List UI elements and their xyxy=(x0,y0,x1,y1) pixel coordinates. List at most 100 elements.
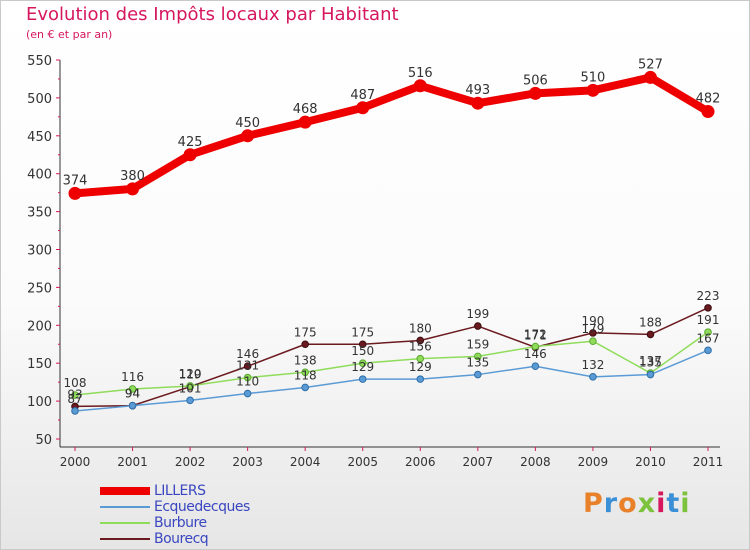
data-label-burbure: 150 xyxy=(351,344,374,358)
data-label-lillers: 425 xyxy=(178,135,203,150)
data-label-bourecq: 171 xyxy=(524,328,547,342)
data-label-lillers: 482 xyxy=(696,92,721,107)
legend-label-ecquedecques: Ecquedecques xyxy=(154,499,250,515)
data-label-ecquedecques: 146 xyxy=(524,347,547,361)
data-label-burbure: 137 xyxy=(639,354,662,368)
data-point-ecquedecques xyxy=(474,370,482,379)
data-label-bourecq: 175 xyxy=(351,325,374,339)
x-tick-label: 2006 xyxy=(405,455,436,469)
data-label-lillers: 527 xyxy=(638,57,663,72)
data-label-ecquedecques: 101 xyxy=(179,381,202,395)
legend-swatch-ecquedecques xyxy=(100,506,150,508)
data-point-lillers xyxy=(701,105,715,119)
data-label-bourecq: 190 xyxy=(581,314,604,328)
data-point-burbure xyxy=(358,359,367,368)
data-point-burbure xyxy=(186,382,194,390)
data-point-ecquedecques xyxy=(358,375,367,383)
x-tick-label: 2000 xyxy=(60,455,91,469)
data-point-bourecq xyxy=(646,330,655,339)
x-tick-label: 2011 xyxy=(693,455,724,469)
logo-letter: o xyxy=(618,488,638,519)
legend-swatch-bourecq xyxy=(100,538,150,540)
data-point-burbure xyxy=(474,352,482,361)
y-tick-label: 550 xyxy=(27,54,52,69)
x-tick-label: 2008 xyxy=(520,455,551,469)
data-point-lillers xyxy=(241,129,255,143)
chart-subtitle: (en € et par an) xyxy=(26,28,113,41)
data-point-lillers xyxy=(356,101,370,115)
data-point-bourecq xyxy=(589,329,597,337)
data-point-ecquedecques xyxy=(704,346,712,355)
legend-swatch-lillers xyxy=(100,487,150,495)
logo-letter: i xyxy=(680,488,691,519)
data-label-bourecq: 199 xyxy=(466,307,489,321)
data-point-ecquedecques xyxy=(243,389,252,398)
data-point-bourecq xyxy=(243,362,252,371)
data-label-burbure: 179 xyxy=(581,322,604,336)
data-label-burbure: 172 xyxy=(524,328,547,342)
data-label-bourecq: 94 xyxy=(125,387,140,401)
data-label-ecquedecques: 129 xyxy=(409,360,432,374)
data-label-bourecq: 119 xyxy=(179,368,202,382)
data-point-lillers xyxy=(126,182,140,196)
legend-label-bourecq: Bourecq xyxy=(154,531,209,547)
logo-letter: P xyxy=(583,488,604,519)
data-label-ecquedecques: 110 xyxy=(236,375,259,389)
series-line-bourecq xyxy=(74,307,709,408)
logo-letter: t xyxy=(666,488,681,519)
legend-label-lillers: LILLERS xyxy=(154,483,206,499)
data-label-ecquedecques: 87 xyxy=(67,392,82,406)
data-label-bourecq: 146 xyxy=(236,347,259,361)
series-line-lillers xyxy=(71,73,712,198)
data-point-lillers xyxy=(183,148,197,162)
x-tick-label: 2009 xyxy=(578,455,609,469)
data-label-lillers: 450 xyxy=(235,116,260,131)
data-point-burbure xyxy=(531,342,540,351)
data-label-burbure: 116 xyxy=(121,370,144,384)
data-label-ecquedecques: 135 xyxy=(466,356,489,370)
y-tick-label: 500 xyxy=(27,92,52,107)
data-label-ecquedecques: 94 xyxy=(125,387,140,401)
data-point-ecquedecques xyxy=(301,383,309,392)
legend-swatch-burbure xyxy=(100,522,150,524)
data-point-bourecq xyxy=(416,336,425,345)
x-tick-label: 2004 xyxy=(290,455,321,469)
y-tick-label: 400 xyxy=(27,168,52,183)
data-label-burbure: 159 xyxy=(466,337,489,351)
data-label-bourecq: 223 xyxy=(697,289,720,303)
data-label-ecquedecques: 129 xyxy=(351,360,374,374)
data-label-burbure: 191 xyxy=(697,313,720,327)
data-point-lillers xyxy=(586,83,600,97)
data-label-bourecq: 188 xyxy=(639,315,662,329)
data-point-burbure xyxy=(589,337,597,346)
data-point-bourecq xyxy=(358,340,367,349)
data-point-ecquedecques xyxy=(531,362,540,371)
y-tick-label: 350 xyxy=(27,206,52,221)
data-point-lillers xyxy=(68,186,82,200)
data-label-lillers: 468 xyxy=(293,102,318,117)
data-label-lillers: 493 xyxy=(465,83,490,98)
x-tick-label: 2003 xyxy=(232,455,263,469)
legend-label-burbure: Burbure xyxy=(154,515,207,531)
data-label-lillers: 506 xyxy=(523,73,548,88)
chart-title: Evolution des Impôts locaux par Habitant xyxy=(26,4,399,25)
data-label-lillers: 374 xyxy=(63,173,88,188)
x-tick-label: 2002 xyxy=(175,455,206,469)
data-point-lillers xyxy=(643,70,657,84)
data-label-burbure: 120 xyxy=(179,367,202,381)
data-point-lillers xyxy=(413,79,427,93)
data-label-bourecq: 175 xyxy=(294,325,317,339)
data-point-lillers xyxy=(528,86,542,100)
data-point-burbure xyxy=(71,391,79,399)
data-point-burbure xyxy=(704,328,712,336)
data-point-ecquedecques xyxy=(128,401,137,410)
data-point-bourecq xyxy=(704,304,712,312)
series-line-burbure xyxy=(74,331,709,396)
y-tick-label: 250 xyxy=(27,281,52,296)
data-point-lillers xyxy=(471,96,485,110)
x-tick-label: 2010 xyxy=(635,455,666,469)
proxiti-logo: Proxiti xyxy=(583,488,691,519)
y-tick-label: 200 xyxy=(27,319,52,334)
